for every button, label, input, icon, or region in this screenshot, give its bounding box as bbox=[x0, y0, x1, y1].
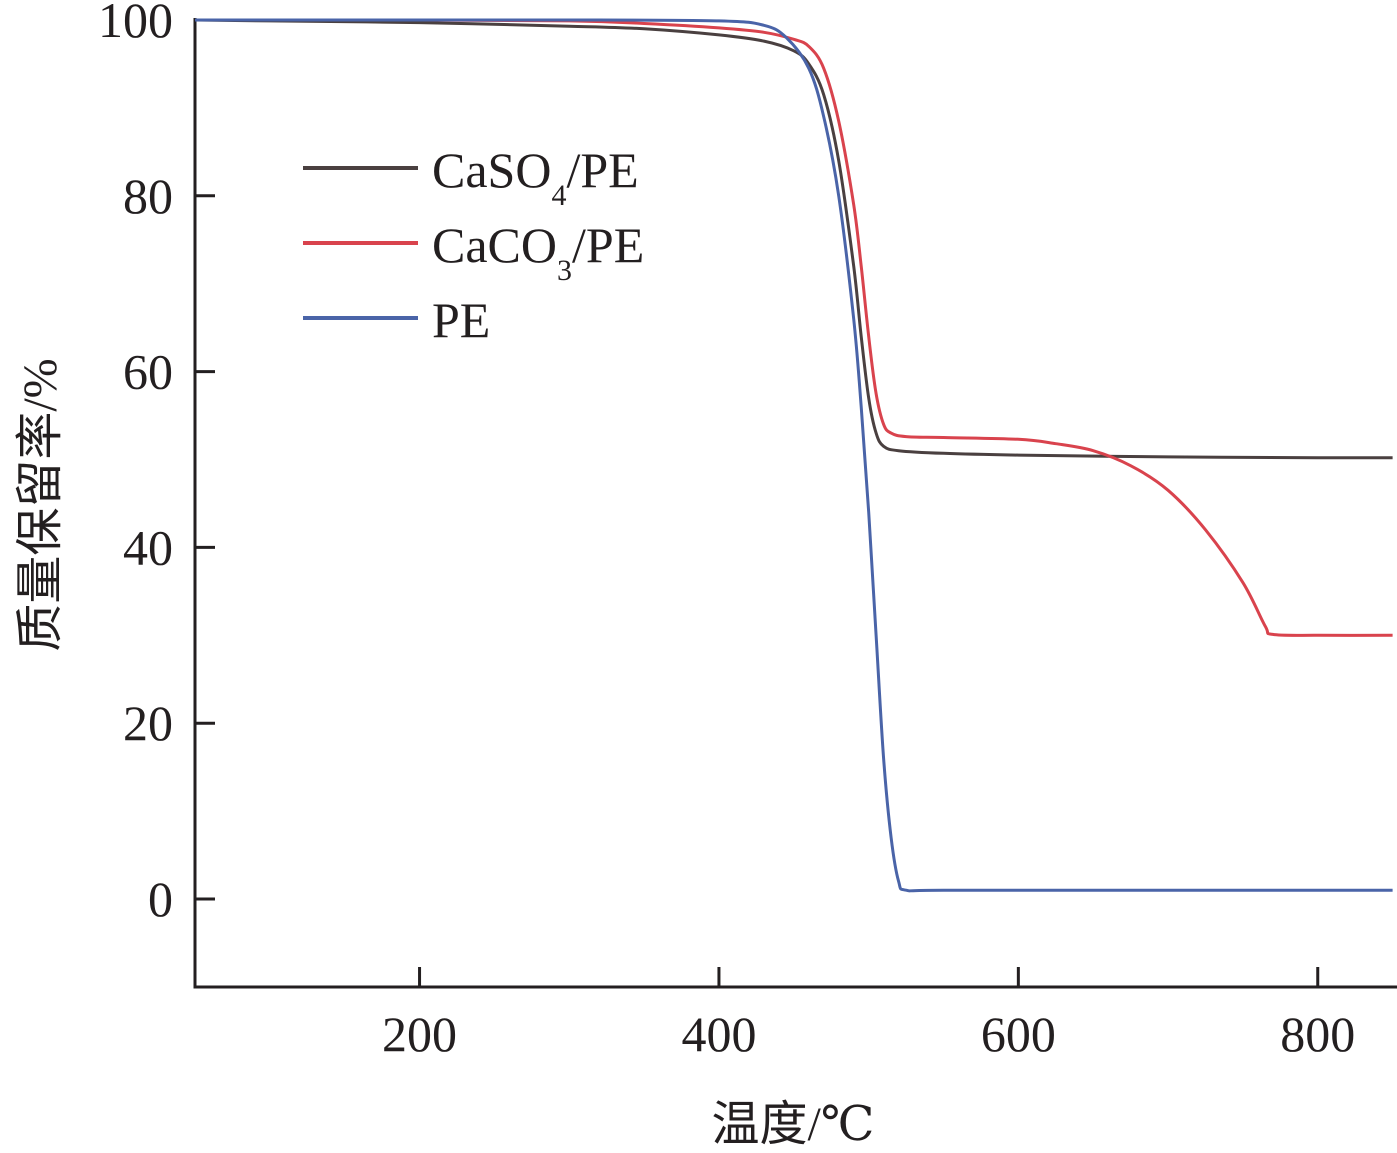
y-tick-label: 40 bbox=[123, 519, 173, 575]
series-layer bbox=[194, 18, 1393, 893]
y-tick-label: 80 bbox=[123, 168, 173, 224]
legend-label: CaCO3/PE bbox=[432, 217, 644, 287]
y-tick-label: 60 bbox=[123, 344, 173, 400]
x-tick-label: 400 bbox=[681, 1006, 756, 1062]
series-line-caco bbox=[194, 18, 1393, 637]
y-tick-label: 100 bbox=[98, 0, 173, 48]
y-axis-title: 质量保留率/% bbox=[14, 358, 67, 651]
series-line-pe bbox=[194, 18, 1393, 893]
x-axis-title: 温度/℃ bbox=[711, 1098, 874, 1149]
y-tick-label: 0 bbox=[148, 871, 173, 927]
axes: 0 20 40 60 80 100 200 400 600 800 bbox=[98, 0, 1397, 1062]
x-tick-label: 200 bbox=[382, 1006, 457, 1062]
legend-label: PE bbox=[432, 292, 490, 348]
series-line-caso bbox=[194, 18, 1393, 460]
x-tick-label: 600 bbox=[981, 1006, 1056, 1062]
y-tick-label: 20 bbox=[123, 695, 173, 751]
legend-label: CaSO4/PE bbox=[432, 142, 639, 212]
x-tick-label: 800 bbox=[1280, 1006, 1355, 1062]
